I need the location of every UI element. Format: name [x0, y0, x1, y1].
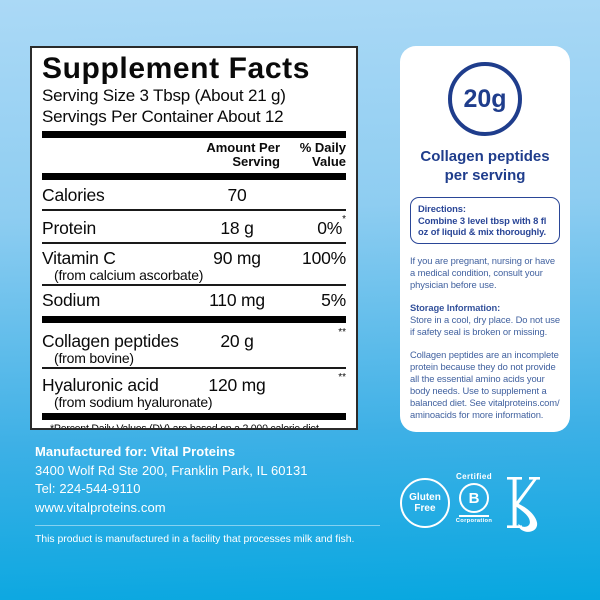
- gluten-free-badge: Gluten Free: [400, 478, 450, 528]
- divider-thin: [42, 366, 346, 369]
- nutrient-name: Hyaluronic acid: [42, 375, 159, 396]
- table-row-sodium: Sodium 110 mg 5%: [42, 288, 346, 312]
- nutrient-dv: 100%: [302, 247, 346, 268]
- website-line: www.vitalproteins.com: [35, 499, 166, 515]
- address-line: 3400 Wolf Rd Ste 200, Franklin Park, IL …: [35, 462, 308, 478]
- nutrient-name: Protein: [42, 217, 97, 238]
- facts-header-spacer: [42, 141, 174, 169]
- table-row-collagen-peptides: Collagen peptides 20 g **: [42, 326, 346, 353]
- pregnancy-warning: If you are pregnant, nursing or have a m…: [410, 254, 555, 290]
- facts-column-headers: Amount Per Serving % Daily Value: [42, 141, 346, 169]
- serving-size-line: Serving Size 3 Tbsp (About 21 g): [42, 86, 286, 105]
- nutrient-amount: 120 mg: [208, 375, 266, 396]
- daily-value-header: % Daily Value: [299, 140, 346, 169]
- table-row-hyaluronic-acid: Hyaluronic acid 120 mg **: [42, 371, 346, 398]
- kosher-k-icon: [502, 472, 548, 534]
- nutrient-amount: 90 mg: [213, 247, 261, 268]
- supplement-facts-title: Supplement Facts: [42, 52, 310, 85]
- facts-footnotes: *Percent Daily Values (DV) are based on …: [50, 423, 346, 430]
- nutrient-name: Sodium: [42, 289, 101, 310]
- allergen-notice: This product is manufactured in a facili…: [35, 534, 355, 545]
- b-corporation-badge: Certified B Corporation: [450, 472, 498, 524]
- supplement-facts-panel: Supplement Facts Serving Size 3 Tbsp (Ab…: [30, 46, 358, 430]
- divider-line: [35, 525, 380, 526]
- divider-thick: [42, 413, 346, 421]
- incomplete-protein-notice: Collagen peptides are an incomplete prot…: [410, 348, 560, 420]
- divider-thin: [42, 209, 346, 211]
- nutrient-dv: 0%*: [317, 214, 346, 238]
- divider-thick: [42, 315, 346, 323]
- footnote-daily-values: *Percent Daily Values (DV) are based on …: [50, 423, 319, 430]
- amount-per-serving-header: Amount Per Serving: [206, 140, 280, 169]
- table-row-calories: Calories 70: [42, 183, 346, 207]
- nutrient-amount: 20 g: [220, 330, 254, 351]
- nutrient-dv: **: [292, 371, 346, 398]
- collagen-per-serving-label: Collagen peptides per serving: [420, 148, 550, 184]
- directions-body: Combine 3 level tbsp with 8 fl oz of liq…: [418, 214, 547, 238]
- nutrient-amount: 18 g: [220, 217, 254, 238]
- divider-thick: [42, 173, 346, 180]
- bcorp-letter: B: [468, 489, 480, 507]
- storage-information: Storage Information: Store in a cool, dr…: [410, 302, 560, 338]
- divider-thin: [42, 241, 346, 244]
- nutrient-amount: 70: [227, 185, 247, 205]
- nutrient-name: Vitamin C: [42, 247, 116, 268]
- table-row-vitamin-c: Vitamin C 90 mg 100%: [42, 246, 346, 270]
- divider-thick: [42, 131, 346, 138]
- gluten-free-label: Gluten Free: [409, 492, 441, 514]
- manufactured-for-line: Manufactured for: Vital Proteins: [35, 444, 236, 459]
- manufacturer-block: Manufactured for: Vital Proteins 3400 Wo…: [35, 443, 387, 548]
- nutrient-dv: 5%: [321, 289, 346, 310]
- servings-per-container-line: Servings Per Container About 12: [42, 107, 284, 126]
- nutrient-dv: **: [292, 326, 346, 353]
- storage-heading: Storage Information:: [410, 301, 501, 313]
- info-card: 20g Collagen peptides per serving Direct…: [400, 46, 570, 432]
- footnote-marker: **: [338, 371, 346, 383]
- nutrient-source: (from bovine): [54, 349, 134, 366]
- collagen-amount-circle: 20g: [448, 62, 522, 136]
- phone-line: Tel: 224-544-9110: [35, 481, 141, 496]
- storage-body: Store in a cool, dry place. Do not use i…: [410, 313, 560, 337]
- collagen-amount-value: 20g: [463, 84, 507, 113]
- nutrient-source: (from sodium hyaluronate): [54, 394, 213, 411]
- bcorp-underline: [459, 515, 489, 517]
- directions-box: Directions: Combine 3 level tbsp with 8 …: [410, 197, 560, 244]
- divider-thin: [42, 283, 346, 286]
- nutrient-amount: 110 mg: [209, 289, 265, 310]
- nutrient-name: Collagen peptides: [42, 330, 179, 351]
- nutrient-source: (from calcium ascorbate): [54, 266, 204, 283]
- directions-heading: Directions:: [418, 203, 466, 214]
- footnote-marker: *: [342, 214, 346, 225]
- bcorp-certified-label: Certified: [455, 472, 493, 481]
- nutrient-name: Calories: [42, 185, 105, 205]
- footnote-marker: **: [338, 326, 346, 338]
- table-row-protein: Protein 18 g 0%*: [42, 213, 346, 240]
- bcorp-corporation-label: Corporation: [455, 518, 493, 524]
- bcorp-circle-icon: B: [459, 483, 489, 513]
